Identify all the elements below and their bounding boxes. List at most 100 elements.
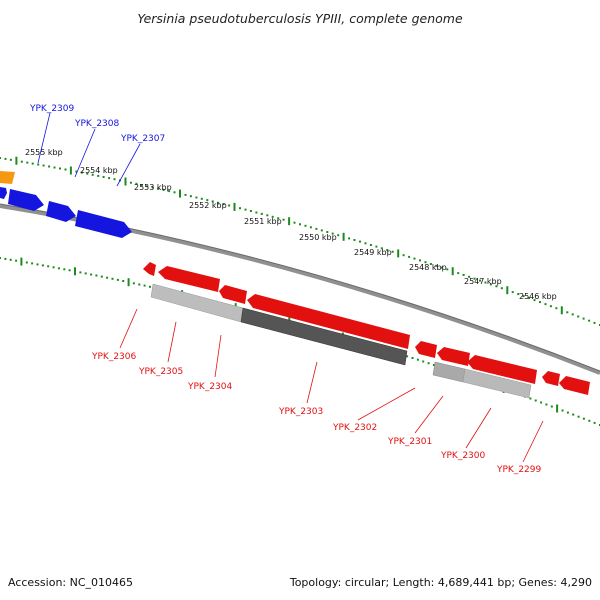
gene-label[interactable]: YPK_2307 (120, 134, 165, 144)
scale-tick-minor (0, 157, 1, 159)
leader-line (119, 308, 138, 349)
kbp-label: 2546 kbp (519, 292, 557, 301)
kbp-label: 2554 kbp (80, 166, 118, 175)
scale-tick-minor (282, 218, 285, 221)
leader-line (465, 407, 492, 449)
scale-tick-minor (184, 193, 187, 196)
scale-tick-minor (140, 184, 143, 186)
scale-tick-minor (277, 217, 280, 220)
scale-tick-minor (511, 291, 514, 294)
scale-tick-minor (168, 190, 171, 193)
scale-tick-minor (309, 226, 312, 229)
scale-tick-minor (406, 355, 409, 358)
scale-tick-minor (320, 229, 323, 232)
scale-track-inner (0, 257, 600, 426)
scale-tick-minor (211, 200, 214, 203)
gene-label[interactable]: YPK_2306 (91, 352, 137, 362)
scale-tick-minor (489, 283, 492, 286)
scale-tick-minor (419, 259, 421, 262)
gene-label[interactable]: YPK_2303 (278, 407, 323, 417)
scale-tick-minor (468, 275, 471, 278)
scale-tick-minor (97, 174, 100, 177)
scale-tick-minor (157, 187, 160, 190)
scale-tick-minor (228, 204, 231, 207)
gene-arrow-YPK_2307[interactable] (75, 210, 132, 238)
reverse-genes (143, 262, 590, 395)
scale-tick-minor (484, 281, 487, 284)
gene-label[interactable]: YPK_2299 (496, 465, 542, 475)
gene-arrow-YPK_2303[interactable] (247, 294, 410, 349)
gene-arrow-YPK_2309[interactable] (8, 189, 44, 211)
leader-line (414, 395, 444, 434)
scale-tick-minor (47, 265, 50, 268)
forward-genes (0, 171, 132, 238)
gene-label[interactable]: YPK_2309 (29, 104, 75, 114)
gene-arrow-orange[interactable] (0, 171, 15, 184)
scale-tick-minor (304, 224, 307, 227)
scale-tick-minor (500, 287, 503, 290)
gene-arrow-YPK_2300[interactable] (467, 355, 537, 384)
leader-line (116, 143, 141, 187)
gene-label[interactable]: YPK_2308 (74, 119, 120, 129)
gene-arrow-YPK_2308[interactable] (46, 201, 76, 222)
scale-tick-minor (249, 210, 252, 212)
scale-tick-minor (353, 239, 356, 241)
leader-line (214, 334, 222, 378)
gene-arrow-YPK_2306[interactable] (143, 262, 156, 276)
gene-arrow-YPK_2302[interactable] (415, 341, 437, 358)
scale-tick-minor (348, 237, 351, 240)
genome-backbone (0, 204, 600, 375)
leader-line (522, 420, 544, 463)
forward-gene-labels: YPK_2309 YPK_2308 YPK_2307 (29, 104, 165, 187)
gene-label[interactable]: YPK_2305 (138, 367, 183, 377)
scale-tick-minor (244, 208, 247, 211)
scale-tick-minor (462, 273, 465, 276)
kbp-label: 2547 kbp (464, 277, 502, 286)
gene-label[interactable]: YPK_2304 (187, 382, 233, 392)
gene-arrow-YPK_2304[interactable] (219, 285, 247, 304)
gene-arrow-YPK_2305[interactable] (158, 266, 220, 292)
gene-arrow-YPK_2301[interactable] (437, 347, 470, 366)
scale-tick-minor (59, 167, 61, 170)
scale-tick-minor (359, 240, 361, 243)
gene-arrow-forward[interactable] (0, 187, 7, 199)
scale-tick-minor (375, 245, 378, 248)
gene-label[interactable]: YPK_2300 (440, 451, 486, 461)
scale-tick-minor (31, 162, 34, 165)
scale-tick-minor (102, 176, 105, 178)
scale-tick-minor (132, 282, 135, 285)
scale-tick-minor (544, 303, 547, 306)
scale-tick-minor (331, 232, 334, 235)
scale-tick-minor (582, 417, 585, 420)
scale-tick-minor (446, 268, 449, 271)
shadow-track (150, 283, 532, 399)
kbp-label: 2548 kbp (409, 263, 447, 272)
scale-tick-minor (386, 249, 389, 251)
gene-label[interactable]: YPK_2301 (387, 437, 432, 447)
scale-tick-minor (36, 263, 39, 266)
kbp-label: 2555 kbp (25, 148, 63, 157)
scale-tick-minor (533, 299, 536, 302)
kbp-label: 2550 kbp (299, 233, 337, 242)
scale-tick-minor (402, 254, 405, 257)
scale-tick-minor (41, 264, 44, 267)
gene-arrow-reverse[interactable] (559, 376, 590, 395)
gene-arrow-YPK_2299[interactable] (542, 371, 560, 386)
scale-tick-minor (113, 178, 116, 181)
leader-line (37, 112, 51, 164)
scale-tick-minor (364, 242, 367, 245)
scale-tick-minor (566, 311, 569, 314)
gene-label[interactable]: YPK_2302 (332, 423, 377, 433)
scale-tick-minor (528, 297, 531, 300)
scale-tick-minor (299, 223, 301, 226)
scale-tick-minor (380, 247, 383, 250)
kbp-label: 2552 kbp (189, 201, 227, 210)
map-title: Yersinia pseudotuberculosis YPIII, compl… (137, 11, 463, 26)
scale-tick-minor (95, 274, 98, 277)
scale-tick-minor (53, 166, 56, 169)
scale-tick-minor (577, 315, 580, 318)
scale-tick-minor (457, 272, 460, 275)
scale-tick-minor (25, 261, 28, 264)
scale-tick-minor (146, 185, 149, 188)
